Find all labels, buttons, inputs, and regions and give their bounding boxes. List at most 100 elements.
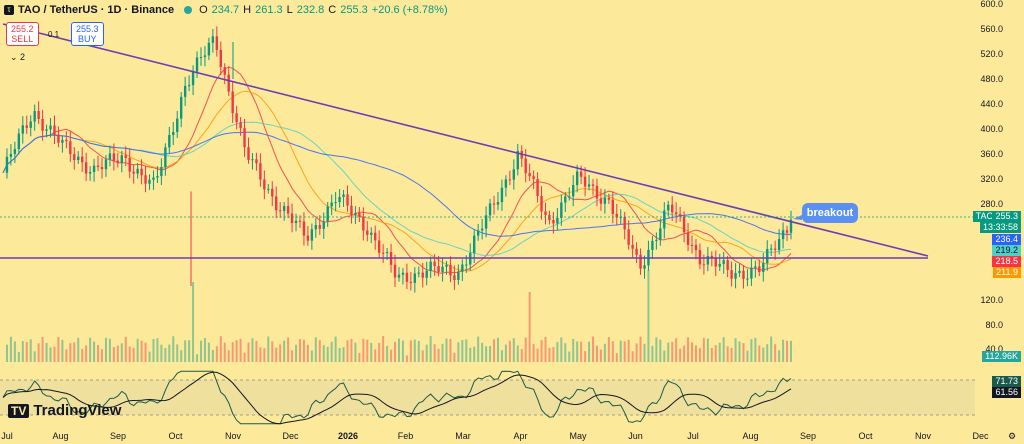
candle-body — [397, 274, 401, 278]
candle-body — [172, 131, 175, 136]
candle-body — [17, 133, 21, 150]
candle-body — [627, 229, 630, 245]
volume-bar — [734, 338, 737, 362]
candle-body — [45, 129, 48, 131]
volume-bar — [413, 339, 416, 362]
candle-body — [484, 215, 488, 229]
candle-body — [37, 111, 40, 119]
volume-bar — [17, 352, 20, 362]
volume-bar — [239, 338, 242, 362]
candle-body — [377, 240, 381, 253]
volume-bar — [152, 339, 155, 362]
volume-bar — [370, 342, 373, 362]
candle-body — [306, 235, 310, 241]
volume-bar — [275, 347, 278, 362]
volume-bar — [97, 344, 100, 362]
volume-bar — [306, 344, 309, 362]
price-axis[interactable]: 600.0 560.0 520.0 480.0 440.0 400.0 360.0 320.0… — [980, 0, 1016, 441]
volume-bar — [485, 346, 488, 362]
candle-body — [168, 135, 171, 148]
candle-body — [88, 171, 92, 174]
candle-body — [663, 210, 666, 229]
x-tick-label: Dec — [972, 431, 989, 441]
volume-bar — [738, 341, 741, 362]
volume-bar — [409, 340, 412, 362]
breakout-annotation[interactable]: breakout — [802, 203, 858, 223]
volume-bar — [730, 347, 733, 362]
volume-bar — [378, 342, 381, 362]
volume-bar — [215, 346, 218, 362]
buy-button[interactable]: 255.3 BUY — [71, 22, 104, 46]
candle-body — [219, 49, 222, 68]
candle-body — [528, 173, 531, 177]
volume-bar — [338, 347, 341, 362]
candle-body — [690, 244, 694, 246]
volume-bar — [89, 337, 92, 362]
sell-button[interactable]: 255.2 SELL — [6, 22, 39, 46]
indicator-legend-toggle[interactable]: ⌄ 2 — [10, 52, 26, 62]
volume-bar — [259, 347, 262, 362]
candle-body — [671, 204, 674, 213]
volume-bar — [184, 340, 187, 362]
moving-average-line — [2, 90, 792, 272]
candle-body — [132, 171, 135, 174]
sell-label: SELL — [11, 34, 34, 44]
candle-body — [730, 270, 733, 279]
x-tick-label: Dec — [282, 431, 299, 441]
volume-bar — [441, 343, 444, 362]
volume-bar — [93, 341, 96, 362]
candle-body — [445, 264, 448, 267]
candle-body — [263, 179, 266, 190]
candle-body — [385, 252, 389, 254]
volume-bar — [576, 341, 579, 362]
rsi-label: 71.73 — [992, 376, 1021, 387]
volume-bar — [366, 339, 369, 362]
candle-body — [334, 202, 337, 204]
candle-body — [564, 196, 567, 203]
y-tick-label: 120.0 — [980, 295, 1003, 305]
volume-bar — [263, 348, 266, 362]
volume-bar — [516, 345, 519, 362]
candle-body — [294, 220, 298, 224]
candle-body — [187, 85, 191, 87]
symbol-title[interactable]: TAO / TetherUS · 1D · Binance — [18, 4, 175, 16]
candle-body — [191, 71, 195, 86]
candle-body — [465, 264, 468, 266]
candle-body — [635, 248, 638, 255]
candle-body — [100, 167, 104, 170]
candle-body — [781, 230, 785, 240]
volume-bar — [718, 342, 721, 362]
candle-body — [762, 263, 765, 273]
volume-bar — [207, 342, 210, 362]
volume-bar — [477, 336, 480, 362]
candle-body — [742, 270, 745, 279]
candle-body — [726, 260, 729, 271]
volume-bar — [342, 347, 345, 362]
candle-body — [330, 202, 333, 207]
volume-bar — [706, 338, 709, 362]
candle-body — [405, 272, 409, 282]
volume-bar — [302, 339, 305, 362]
x-tick-label: Mar — [455, 431, 471, 441]
volume-bar — [271, 341, 274, 362]
candle-body — [504, 179, 508, 188]
candle-body — [722, 260, 725, 264]
volume-bar — [722, 337, 725, 362]
volume-bar — [9, 336, 12, 362]
candle-body — [73, 154, 76, 161]
candle-body — [69, 141, 72, 155]
candle-body — [678, 214, 682, 217]
volume-bar — [295, 344, 298, 362]
y-tick-label: 440.0 — [980, 99, 1003, 109]
y-tick-label: 360.0 — [980, 149, 1003, 159]
volume-bar — [544, 336, 547, 362]
volume-bar — [188, 340, 191, 362]
volume-bar — [196, 354, 199, 362]
candle-body — [461, 264, 464, 272]
volume-bar — [445, 338, 448, 362]
candle-body — [746, 278, 749, 280]
candle-body — [738, 270, 741, 274]
time-axis[interactable]: Jul Aug Sep Oct Nov Dec 2026 Feb Mar Apr May Jun Jul… — [1, 431, 989, 441]
rsi-ma-label: 61.56 — [992, 387, 1021, 398]
